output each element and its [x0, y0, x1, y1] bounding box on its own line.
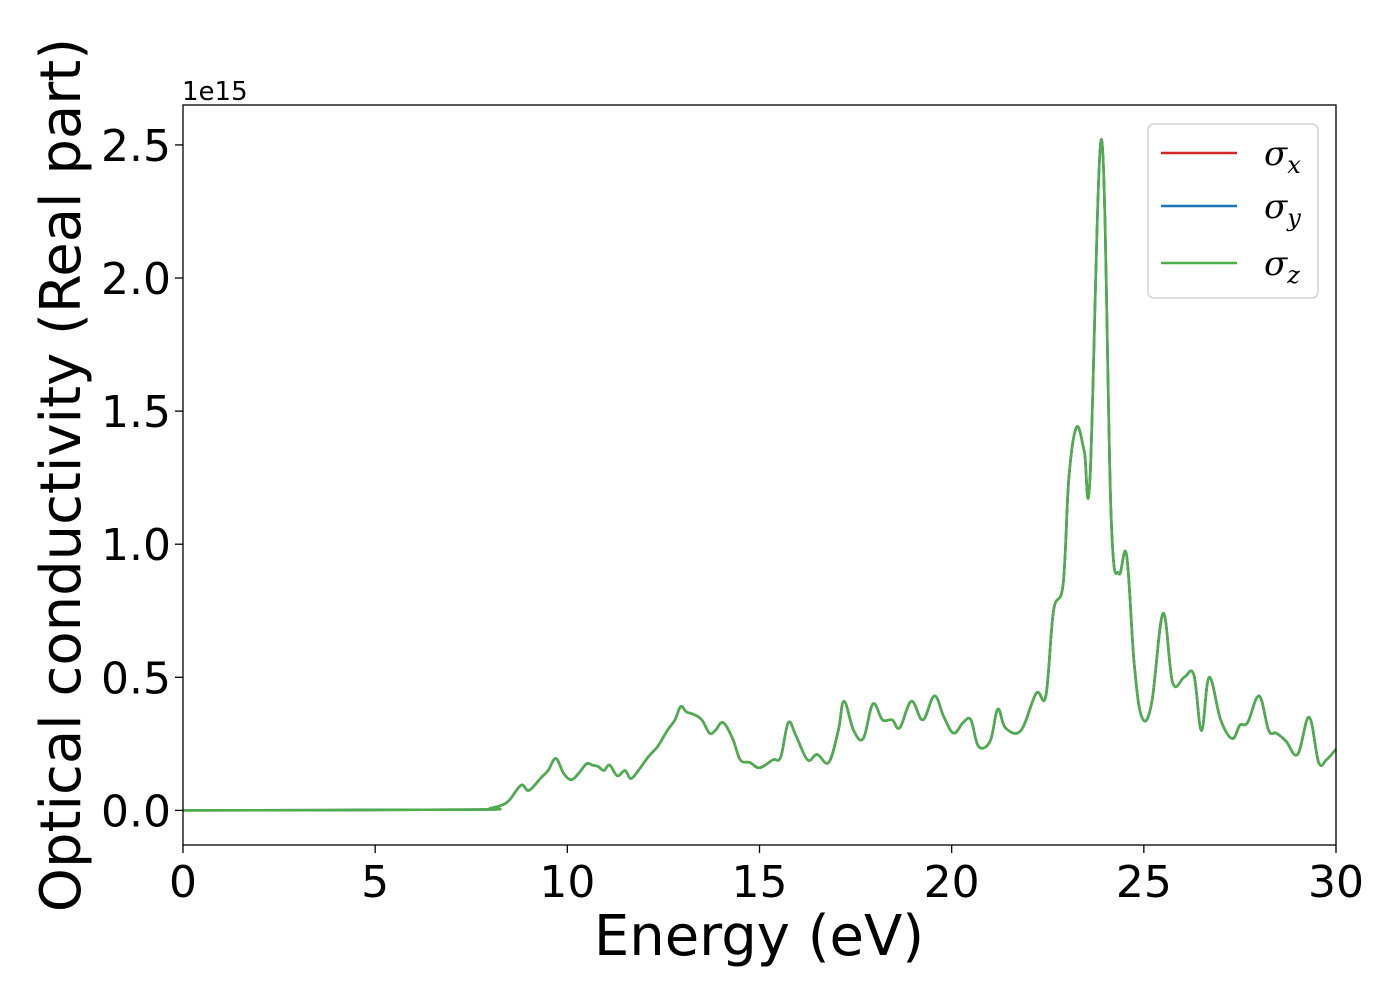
plot-lines — [182, 138, 1337, 812]
legend-label-sigma-x: σx — [1264, 134, 1301, 179]
x-tick-label: 5 — [361, 857, 389, 908]
x-tick-label: 15 — [732, 857, 788, 908]
y-tick-label: 1.5 — [101, 387, 171, 438]
x-axis-label: Energy (eV) — [594, 904, 924, 969]
legend-box — [1147, 123, 1319, 299]
y-tick-label: 0.5 — [101, 653, 171, 704]
y-axis-label: Optical conductivity (Real part) — [29, 38, 94, 912]
y-axis-offset-label: 1e15 — [182, 77, 248, 107]
legend-label-sigma-z: σz — [1264, 244, 1300, 289]
x-tick-label: 20 — [924, 857, 980, 908]
series-line-sigma-z — [182, 138, 1337, 812]
legend-label-sigma-y: σy — [1264, 187, 1301, 232]
x-axis-ticks: 0 5 10 15 20 25 30 — [169, 845, 1364, 908]
y-tick-label: 0.0 — [101, 786, 171, 837]
x-tick-label: 10 — [539, 857, 595, 908]
y-tick-label: 2.0 — [101, 254, 171, 305]
legend: σx σy σz — [1147, 123, 1319, 299]
y-tick-label: 2.5 — [101, 121, 171, 172]
x-tick-label: 30 — [1308, 857, 1364, 908]
y-axis-ticks: 0.0 0.5 1.0 1.5 2.0 2.5 — [101, 121, 183, 837]
y-tick-label: 1.0 — [101, 520, 171, 571]
x-tick-label: 25 — [1116, 857, 1172, 908]
x-tick-label: 0 — [169, 857, 197, 908]
